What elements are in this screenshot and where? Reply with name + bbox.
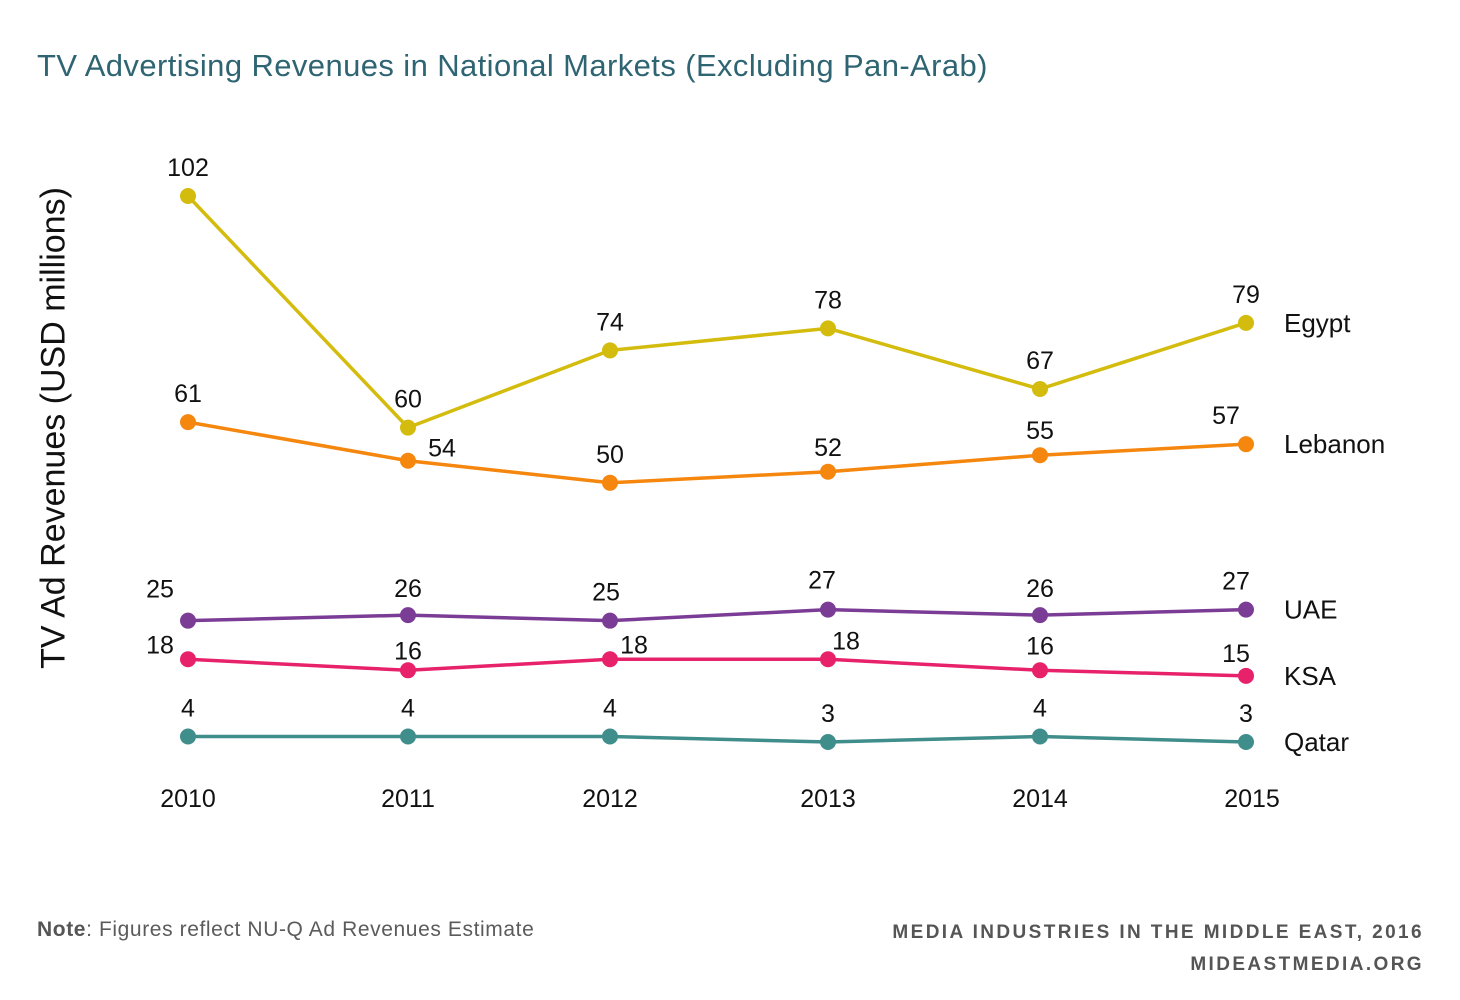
data-label-lebanon-2012: 50 (596, 441, 624, 469)
credit-website: MIDEASTMEDIA.ORG (1190, 954, 1424, 975)
data-label-lebanon-2013: 52 (814, 434, 842, 462)
data-label-ksa-2012: 18 (620, 631, 648, 659)
data-point-qatar-2013 (820, 734, 836, 750)
series-line-qatar (188, 734, 1247, 744)
data-label-uae-2014: 26 (1026, 575, 1054, 603)
data-label-lebanon-2014: 55 (1026, 417, 1054, 445)
series-name-lebanon: Lebanon (1284, 429, 1385, 459)
data-label-egypt-2011: 60 (394, 386, 422, 414)
data-labels: 102 60 74 78 67 79 61 54 50 52 55 57 25 26 25 27 26 27 18 1… (146, 154, 1260, 728)
data-point-uae-2011 (400, 607, 416, 624)
credit-publication: MEDIA INDUSTRIES IN THE MIDDLE EAST, 201… (892, 922, 1424, 943)
series-name-ksa: KSA (1284, 661, 1337, 691)
data-label-uae-2015: 27 (1222, 568, 1250, 596)
series-name-egypt: Egypt (1284, 308, 1351, 338)
data-point-qatar-2015 (1238, 734, 1254, 750)
data-point-uae-2015 (1238, 601, 1254, 618)
series-lines (186, 194, 1247, 744)
data-point-ksa-2012 (602, 651, 618, 668)
data-label-ksa-2010: 18 (146, 631, 174, 659)
data-label-egypt-2012: 74 (596, 308, 624, 336)
data-point-lebanon-2014 (1032, 447, 1048, 464)
series-name-labels: Egypt Lebanon UAE KSA Qatar (1284, 308, 1385, 757)
data-point-qatar-2011 (400, 728, 416, 745)
note-text: : Figures reflect NU-Q Ad Revenues Estim… (86, 918, 535, 941)
data-point-lebanon-2015 (1238, 436, 1254, 453)
x-tick-2012: 2012 (582, 785, 638, 813)
data-point-egypt-2015 (1238, 314, 1254, 331)
data-label-lebanon-2010: 61 (174, 380, 202, 408)
data-label-egypt-2014: 67 (1026, 347, 1054, 375)
series-points (180, 188, 1254, 750)
series-line-lebanon (187, 420, 1247, 485)
data-point-qatar-2012 (602, 728, 618, 745)
data-point-uae-2010 (180, 612, 196, 629)
x-tick-2015: 2015 (1224, 785, 1280, 813)
series-name-qatar: Qatar (1284, 727, 1349, 757)
x-tick-2011: 2011 (381, 785, 435, 813)
chart-title: TV Advertising Revenues in National Mark… (37, 48, 988, 83)
x-tick-2014: 2014 (1012, 785, 1068, 813)
data-point-egypt-2012 (602, 342, 618, 359)
data-point-ksa-2010 (180, 651, 196, 668)
data-point-uae-2014 (1032, 607, 1048, 624)
data-label-uae-2012: 25 (592, 579, 620, 607)
data-point-uae-2013 (820, 601, 836, 618)
data-label-egypt-2015: 79 (1232, 281, 1260, 309)
data-point-ksa-2011 (400, 662, 416, 679)
data-point-egypt-2013 (820, 320, 836, 337)
data-point-ksa-2015 (1238, 667, 1254, 684)
footnote: Note: Figures reflect NU-Q Ad Revenues E… (37, 918, 534, 942)
data-label-ksa-2013: 18 (832, 627, 860, 655)
data-point-qatar-2014 (1032, 728, 1048, 745)
data-point-lebanon-2010 (180, 414, 196, 431)
data-label-qatar-2012: 4 (603, 694, 617, 722)
data-label-qatar-2011: 4 (401, 694, 415, 722)
data-label-lebanon-2015: 57 (1212, 402, 1240, 430)
data-point-lebanon-2011 (400, 452, 416, 469)
note-label: Note (37, 918, 87, 941)
data-label-qatar-2014: 4 (1033, 694, 1047, 722)
data-label-uae-2011: 26 (394, 575, 422, 603)
data-label-ksa-2015: 15 (1222, 640, 1250, 668)
series-line-uae (187, 607, 1247, 623)
data-point-ksa-2014 (1032, 662, 1048, 679)
x-tick-2010: 2010 (160, 785, 216, 813)
data-label-qatar-2010: 4 (181, 694, 195, 722)
data-point-uae-2012 (602, 612, 618, 629)
data-point-egypt-2010 (180, 188, 196, 204)
series-line-ksa (187, 657, 1247, 678)
data-label-uae-2010: 25 (146, 576, 174, 604)
data-label-qatar-2015: 3 (1239, 700, 1253, 728)
data-label-egypt-2010: 102 (167, 154, 209, 182)
data-label-lebanon-2011: 54 (428, 435, 456, 463)
data-point-egypt-2011 (400, 419, 416, 436)
data-point-ksa-2013 (820, 651, 836, 668)
data-point-qatar-2010 (180, 728, 196, 745)
data-label-uae-2013: 27 (808, 567, 836, 595)
data-point-lebanon-2013 (820, 463, 836, 480)
x-tick-2013: 2013 (800, 785, 856, 813)
series-line-egypt (186, 194, 1247, 430)
data-label-qatar-2013: 3 (821, 700, 835, 728)
data-point-lebanon-2012 (602, 474, 618, 491)
data-label-egypt-2013: 78 (814, 286, 842, 314)
data-label-ksa-2011: 16 (394, 637, 422, 665)
data-point-egypt-2014 (1032, 381, 1048, 398)
series-name-uae: UAE (1284, 595, 1337, 625)
x-axis-ticks: 2010 2011 2012 2013 2014 2015 (160, 785, 1280, 813)
data-label-ksa-2014: 16 (1026, 632, 1054, 660)
